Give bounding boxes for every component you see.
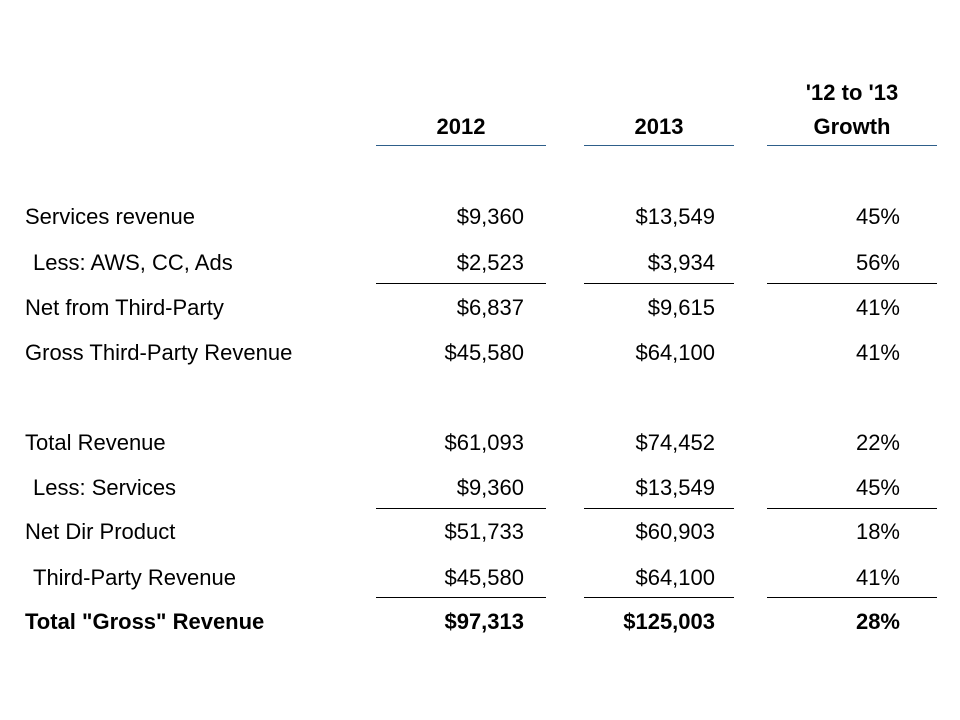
row-label: Services revenue: [25, 204, 195, 229]
row-label: Less: AWS, CC, Ads: [33, 250, 233, 275]
row-value-2012: $45,580: [444, 340, 524, 365]
header-rule-growth: [767, 145, 937, 146]
row-value-2013: $13,549: [635, 204, 715, 229]
row-rule: [584, 508, 734, 509]
row-value-2012: $6,837: [456, 295, 524, 320]
row-growth: 41%: [855, 565, 900, 590]
row-label: Net Dir Product: [25, 519, 176, 544]
row-rule: [584, 597, 734, 598]
row-value-2013: $125,003: [623, 609, 715, 634]
row-value-2012: $51,733: [444, 519, 524, 544]
header-rule-2013: [584, 145, 734, 146]
table-row-net-dir-product: Net Dir Product $51,733 $60,903 18%: [0, 512, 960, 552]
header-growth-line2: Growth: [813, 114, 891, 139]
row-value-2012: $97,313: [444, 609, 524, 634]
row-growth: 22%: [855, 430, 900, 455]
row-rule: [376, 283, 546, 284]
row-value-2012: $9,360: [456, 204, 524, 229]
row-value-2012: $9,360: [456, 475, 524, 500]
row-value-2012: $45,580: [444, 565, 524, 590]
table-row-total-revenue: Total Revenue $61,093 $74,452 22%: [0, 423, 960, 463]
row-growth: 41%: [855, 340, 900, 365]
row-value-2013: $60,903: [635, 519, 715, 544]
row-rule: [376, 508, 546, 509]
row-value-2013: $74,452: [635, 430, 715, 455]
table-row-less-services: Less: Services $9,360 $13,549 45%: [0, 468, 960, 508]
row-rule: [767, 283, 937, 284]
row-label: Third-Party Revenue: [33, 565, 236, 590]
row-value-2013: $64,100: [635, 565, 715, 590]
row-label: Less: Services: [33, 475, 177, 500]
row-label: Total "Gross" Revenue: [25, 609, 265, 634]
row-growth: 28%: [855, 609, 900, 634]
table-row-third-party-revenue: Third-Party Revenue $45,580 $64,100 41%: [0, 558, 960, 598]
row-value-2012: $61,093: [444, 430, 524, 455]
row-value-2013: $64,100: [635, 340, 715, 365]
row-value-2012: $2,523: [456, 250, 524, 275]
row-growth: 18%: [855, 519, 900, 544]
header-2012: 2012: [436, 114, 486, 139]
row-rule: [376, 597, 546, 598]
row-label: Total Revenue: [25, 430, 166, 455]
row-rule: [767, 597, 937, 598]
row-value-2013: $13,549: [635, 475, 715, 500]
row-label: Gross Third-Party Revenue: [25, 340, 293, 365]
table-row-net-third-party: Net from Third-Party $6,837 $9,615 41%: [0, 288, 960, 328]
table-row-total-gross-revenue: Total "Gross" Revenue $97,313 $125,003 2…: [0, 602, 960, 642]
table-row-services-revenue: Services revenue $9,360 $13,549 45%: [0, 197, 960, 237]
header-rule-2012: [376, 145, 546, 146]
row-rule: [767, 508, 937, 509]
header-growth-line1: '12 to '13: [805, 80, 899, 105]
table-row-gross-third-party: Gross Third-Party Revenue $45,580 $64,10…: [0, 333, 960, 373]
row-growth: 45%: [855, 204, 900, 229]
row-value-2013: $3,934: [647, 250, 715, 275]
row-rule: [584, 283, 734, 284]
header-2013: 2013: [634, 114, 684, 139]
row-growth: 56%: [855, 250, 900, 275]
table-row-less-aws: Less: AWS, CC, Ads $2,523 $3,934 56%: [0, 243, 960, 283]
row-value-2013: $9,615: [647, 295, 715, 320]
row-growth: 41%: [855, 295, 900, 320]
row-label: Net from Third-Party: [25, 295, 224, 320]
row-growth: 45%: [855, 475, 900, 500]
